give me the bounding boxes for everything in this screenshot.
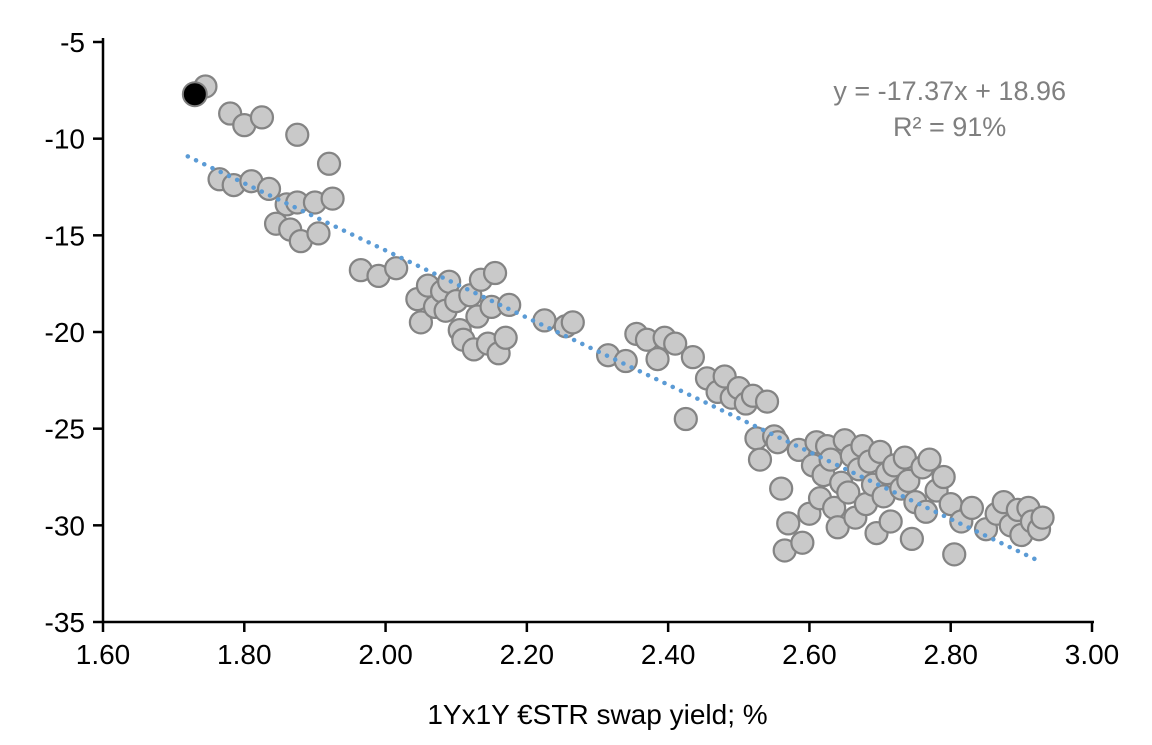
svg-text:1.60: 1.60 (76, 639, 131, 670)
svg-text:3.00: 3.00 (1065, 639, 1120, 670)
svg-text:-15: -15 (45, 220, 85, 251)
x-axis-title: 1Yx1Y €STR swap yield; % (427, 699, 768, 730)
svg-text:-10: -10 (45, 124, 85, 155)
svg-text:2.40: 2.40 (641, 639, 696, 670)
svg-text:2.80: 2.80 (923, 639, 978, 670)
svg-text:2.00: 2.00 (358, 639, 413, 670)
svg-text:-25: -25 (45, 414, 85, 445)
svg-text:-30: -30 (45, 510, 85, 541)
svg-text:2.60: 2.60 (782, 639, 837, 670)
svg-text:2.20: 2.20 (500, 639, 555, 670)
r-squared-value: R² = 91% (893, 111, 1007, 142)
svg-text:-20: -20 (45, 317, 85, 348)
svg-text:-35: -35 (45, 607, 85, 638)
trendline-equation: y = -17.37x + 18.96 (833, 76, 1066, 106)
svg-text:1.80: 1.80 (217, 639, 272, 670)
trendline-annotation: y = -17.37x + 18.96 R² = 91% (833, 74, 1066, 145)
svg-text:-5: -5 (60, 27, 85, 58)
